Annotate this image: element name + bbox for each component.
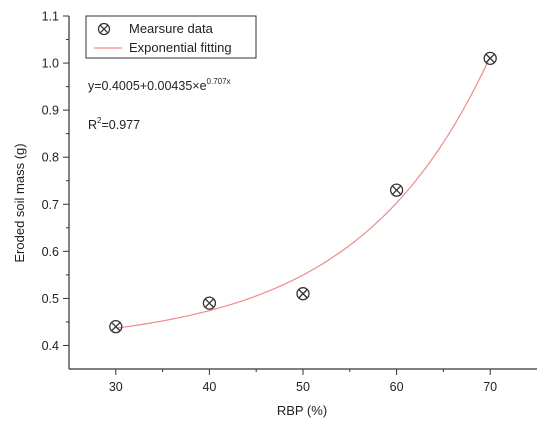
data-point — [483, 51, 497, 66]
r-squared-value: =0.977 — [101, 118, 140, 132]
points-layer — [109, 51, 497, 334]
x-tick-label: 70 — [483, 380, 497, 394]
r-squared-annotation: R2=0.977 — [88, 116, 140, 132]
equation-main: y=0.4005+0.00435×e — [88, 79, 207, 93]
legend-marker-measured — [97, 22, 111, 36]
ticks-layer: 30 40 50 60 70 0.4 0.5 0.6 0.7 0.8 0.9 1.0 1.1 — [42, 10, 498, 395]
data-point — [202, 296, 217, 310]
data-point — [109, 319, 123, 334]
x-tick-label: 30 — [109, 380, 123, 394]
y-tick-label: 0.9 — [42, 104, 59, 118]
x-tick-label: 40 — [202, 380, 216, 394]
y-tick-label: 0.8 — [42, 151, 59, 165]
y-axis-label: Eroded soil mass (g) — [12, 143, 27, 262]
y-tick-label: 0.5 — [42, 292, 59, 306]
legend-box — [85, 15, 257, 59]
y-tick-label: 0.7 — [42, 198, 59, 212]
y-tick-label: 0.6 — [42, 245, 59, 259]
y-tick-label: 1.1 — [42, 10, 59, 24]
r-squared-sup: 2 — [97, 116, 102, 125]
y-tick-label: 1.0 — [42, 57, 59, 71]
x-tick-label: 50 — [296, 380, 310, 394]
legend: Mearsure data Exponential fitting — [85, 15, 257, 59]
data-point — [296, 287, 310, 301]
x-axis-label: RBP (%) — [277, 403, 327, 418]
legend-label-measured: Mearsure data — [129, 21, 214, 36]
data-point — [389, 183, 404, 197]
equation-exponent: 0.707x — [207, 77, 231, 86]
fit-layer — [115, 56, 491, 329]
equation-annotation: y=0.4005+0.00435×e0.707x — [88, 77, 231, 93]
x-tick-label: 60 — [390, 380, 404, 394]
r-squared-r: R — [88, 118, 97, 132]
legend-label-fit: Exponential fitting — [129, 40, 232, 55]
fit-curve — [115, 56, 491, 329]
y-tick-label: 0.4 — [42, 339, 59, 353]
